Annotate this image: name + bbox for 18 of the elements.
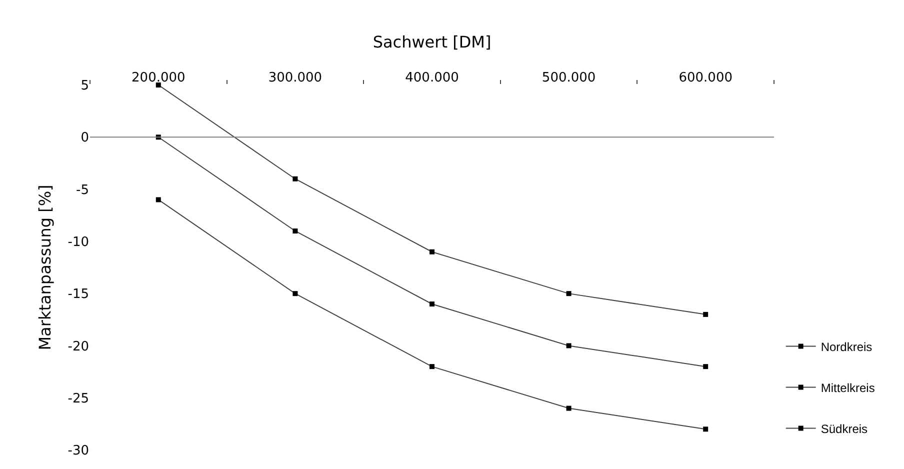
x-tick-label: 300.000 [268, 70, 322, 86]
y-axis-title: Marktanpassung [%] [36, 184, 55, 350]
x-tick-label: 200.000 [132, 70, 186, 86]
y-tick-label: -30 [68, 444, 89, 459]
legend-label: Südkreis [820, 422, 868, 436]
y-tick-label: -10 [68, 234, 89, 250]
x-tick-label: 600.000 [678, 70, 732, 86]
y-tick-label: 5 [80, 78, 89, 94]
y-tick-label: -15 [68, 287, 89, 302]
y-tick-label: 0 [80, 130, 89, 146]
y-tick-label: -20 [68, 339, 89, 354]
x-tick-label: 400.000 [405, 70, 459, 86]
x-tick-label: 500.000 [542, 70, 596, 86]
legend-label: Mittelkreis [820, 380, 875, 395]
y-tick-label: -5 [76, 182, 89, 198]
legend-label: Nordkreis [820, 340, 872, 354]
y-tick-label: -25 [68, 391, 89, 406]
x-axis-title: Sachwert [DM] [372, 32, 492, 52]
